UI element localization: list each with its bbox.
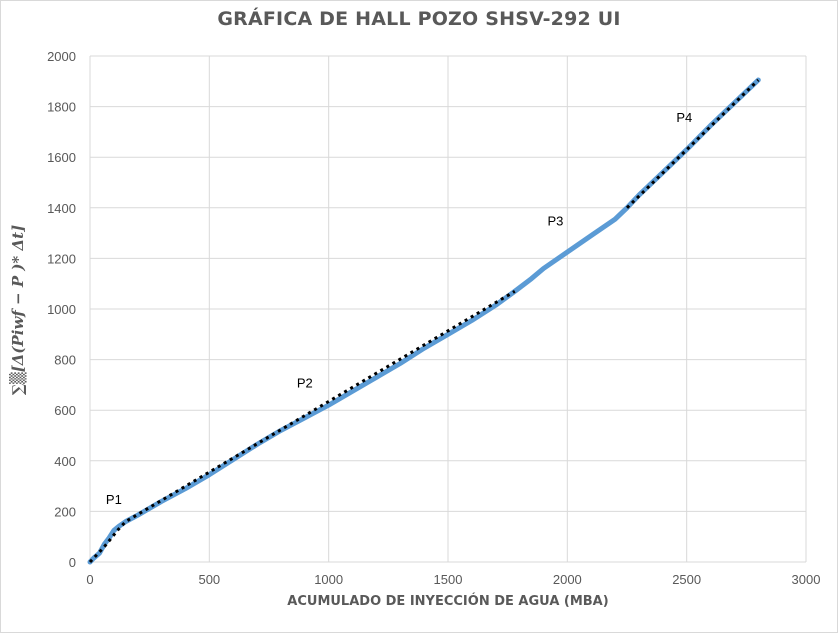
phase-label: P1 — [106, 492, 122, 507]
y-tick-label: 1800 — [47, 100, 76, 115]
x-tick-label: 1000 — [314, 572, 343, 587]
y-tick-label: 400 — [54, 454, 76, 469]
x-tick-label: 2500 — [672, 572, 701, 587]
y-tick-label: 1400 — [47, 201, 76, 216]
annotations: P1 P2 P3 P4 — [106, 110, 692, 507]
phase-label: P4 — [676, 110, 692, 125]
x-tick-label: 500 — [198, 572, 220, 587]
phase-label: P3 — [547, 214, 563, 229]
data-series — [87, 77, 761, 565]
trendline — [625, 78, 760, 209]
phase-label: P2 — [297, 375, 313, 390]
y-tick-label: 1600 — [47, 150, 76, 165]
y-tick-label: 200 — [54, 504, 76, 519]
y-tick-label: 1000 — [47, 302, 76, 317]
y-axis-title: ∑▒[Δ(Piwf − P )* Δt] — [9, 224, 27, 396]
y-tick-label: 800 — [54, 353, 76, 368]
y-tick-label: 0 — [69, 555, 76, 570]
x-tick-label: 1500 — [434, 572, 463, 587]
trendline — [88, 290, 516, 564]
y-tick-label: 2000 — [47, 49, 76, 64]
y-tick-label: 1200 — [47, 251, 76, 266]
data-line — [87, 77, 761, 565]
x-tick-label: 3000 — [792, 572, 821, 587]
y-tick-label: 600 — [54, 403, 76, 418]
x-axis-title: ACUMULADO DE INYECCIÓN DE AGUA (MBA) — [287, 594, 609, 609]
chart-title: GRÁFICA DE HALL POZO SHSV-292 UI — [217, 8, 621, 30]
tick-labels: 0 200 400 600 800 1000 1200 1400 1600 1800 2000 0 50… — [47, 49, 820, 587]
gridlines — [89, 55, 807, 563]
x-tick-label: 2000 — [553, 572, 582, 587]
x-tick-label: 0 — [86, 572, 93, 587]
